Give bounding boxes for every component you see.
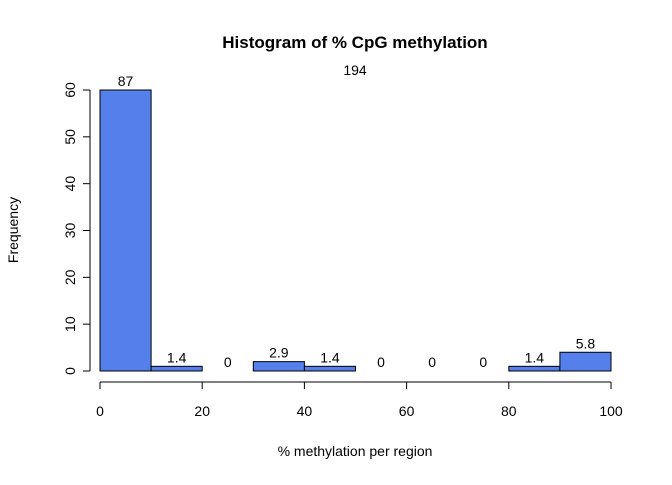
y-tick-label: 10 xyxy=(62,316,78,332)
bar-data-label: 2.9 xyxy=(269,345,289,361)
y-tick-label: 40 xyxy=(62,176,78,192)
x-tick-label: 40 xyxy=(297,403,313,419)
bar-data-label: 0 xyxy=(224,354,232,370)
histogram-bar xyxy=(150,365,203,372)
y-tick-label: 20 xyxy=(62,269,78,285)
data-labels-layer: 87 1.4 0 2.9 1.4 0 0 0 1.4 5.8 xyxy=(118,73,596,370)
x-axis-label: % methylation per region xyxy=(278,443,433,459)
bar-data-label: 0 xyxy=(428,354,436,370)
y-tick-label: 60 xyxy=(62,82,78,98)
bar-data-label: 1.4 xyxy=(167,349,187,365)
histogram-bar xyxy=(99,89,152,372)
histogram-bar xyxy=(559,351,612,372)
x-tick-label: 60 xyxy=(399,403,415,419)
y-axis: 0 10 20 30 40 50 60 xyxy=(62,82,91,375)
chart-subtitle: 194 xyxy=(343,62,367,78)
histogram-bar xyxy=(252,361,305,372)
bar-data-label: 1.4 xyxy=(320,349,340,365)
x-tick-label: 20 xyxy=(194,403,210,419)
bar-data-label: 5.8 xyxy=(576,335,596,351)
y-tick-label: 50 xyxy=(62,129,78,145)
y-axis-label: Frequency xyxy=(5,197,21,263)
bar-data-label: 0 xyxy=(377,354,385,370)
histogram-bar xyxy=(303,365,356,372)
x-tick-label: 80 xyxy=(501,403,517,419)
x-axis: 0 20 40 60 80 100 xyxy=(96,381,623,419)
y-tick-label: 0 xyxy=(62,367,78,375)
chart-title: Histogram of % CpG methylation xyxy=(222,33,487,52)
bars-layer xyxy=(99,89,612,372)
bar-data-label: 0 xyxy=(479,354,487,370)
y-tick-label: 30 xyxy=(62,223,78,239)
x-tick-label: 100 xyxy=(599,403,623,419)
bar-data-label: 87 xyxy=(118,73,134,89)
bar-data-label: 1.4 xyxy=(525,349,545,365)
x-tick-label: 0 xyxy=(96,403,104,419)
histogram-bar xyxy=(508,365,561,372)
